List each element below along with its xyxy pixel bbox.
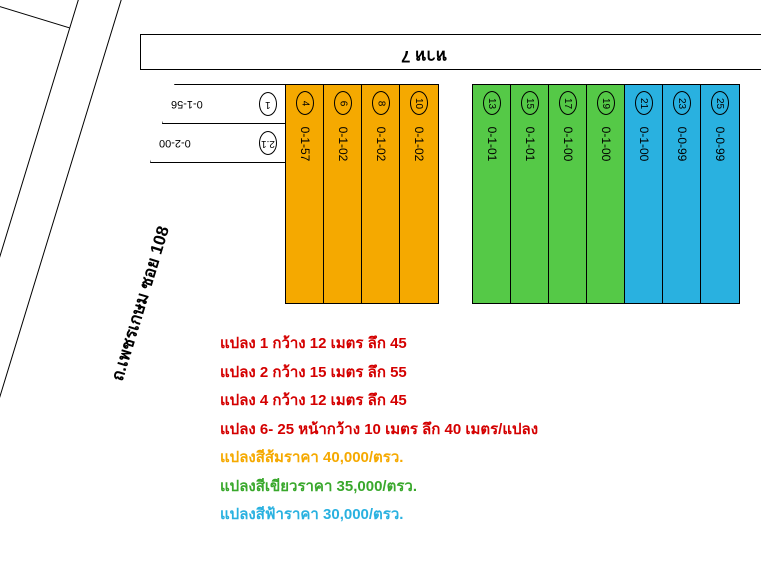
road-diagonal-label: ถ.เพชรเกษม ซอย 108 xyxy=(104,223,177,385)
plot-25: 25 0-0-99 xyxy=(700,84,740,304)
plot-id-circle: 10 xyxy=(410,91,428,115)
plot-number: 0-1-02 xyxy=(412,127,426,162)
plot-number: 0-1-00 xyxy=(561,127,575,162)
legend-row-3: แปลง 4 กว้าง 12 เมตร ลึก 45 xyxy=(220,387,538,416)
plot-id-circle: 19 xyxy=(597,91,615,115)
plot-id-circle: 23 xyxy=(673,91,691,115)
plot-6: 6 0-1-02 xyxy=(323,84,363,304)
plot-id-circle: 6 xyxy=(334,91,352,115)
plot-10: 10 0-1-02 xyxy=(399,84,439,304)
plot-number: 0-1-01 xyxy=(485,127,499,162)
plot-4: 4 0-1-57 xyxy=(285,84,325,304)
legend-row-7: แปลงสีฟ้าราคา 30,000/ตรว. xyxy=(220,501,538,530)
plot-number: 0-0-99 xyxy=(675,127,689,162)
white-plot-1: 0-1-56 1 xyxy=(162,84,286,124)
plot-id-circle: 17 xyxy=(559,91,577,115)
plot-number: 0-1-01 xyxy=(523,127,537,162)
plot-number: 0-1-56 xyxy=(171,98,203,110)
plot-number: 0-1-00 xyxy=(637,127,651,162)
plot-id-circle: 25 xyxy=(711,91,729,115)
plot-8: 8 0-1-02 xyxy=(361,84,401,304)
plot-17: 17 0-1-00 xyxy=(548,84,588,304)
plot-id-circle: 8 xyxy=(372,91,390,115)
plot-number: 0-2-00 xyxy=(159,137,191,149)
legend-row-6: แปลงสีเขียวราคา 35,000/ตรว. xyxy=(220,473,538,502)
plot-number: 0-1-02 xyxy=(336,127,350,162)
legend: แปลง 1 กว้าง 12 เมตร ลึก 45แปลง 2 กว้าง … xyxy=(220,330,538,530)
plot-number: 0-1-57 xyxy=(298,127,312,162)
plot-number: 0-0-99 xyxy=(713,127,727,162)
white-plot-2: 0-2-00 2.1 xyxy=(150,123,286,163)
plot-id-circle: 1 xyxy=(259,92,277,116)
plot-number: 0-1-02 xyxy=(374,127,388,162)
plot-id-circle: 2.1 xyxy=(259,131,277,155)
legend-row-1: แปลง 1 กว้าง 12 เมตร ลึก 45 xyxy=(220,330,538,359)
plot-id-circle: 13 xyxy=(483,91,501,115)
plot-number: 0-1-00 xyxy=(599,127,613,162)
plot-19: 19 0-1-00 xyxy=(586,84,626,304)
legend-row-5: แปลงสีส้มราคา 40,000/ตรว. xyxy=(220,444,538,473)
plot-23: 23 0-0-99 xyxy=(662,84,702,304)
plot-id-circle: 15 xyxy=(521,91,539,115)
legend-row-2: แปลง 2 กว้าง 15 เมตร ลึก 55 xyxy=(220,359,538,388)
plot-id-circle: 4 xyxy=(296,91,314,115)
road-top-label: หาห 7 xyxy=(401,43,447,70)
legend-row-4: แปลง 6- 25 หน้ากว้าง 10 เมตร ลึก 40 เมตร… xyxy=(220,416,538,445)
plot-id-circle: 21 xyxy=(635,91,653,115)
land-plot-diagram: { "canvas": {"width": 768, "height": 576… xyxy=(0,0,768,576)
road-top: หาห 7 xyxy=(140,34,761,70)
plot-21: 21 0-1-00 xyxy=(624,84,664,304)
plot-13: 13 0-1-01 xyxy=(472,84,512,304)
plot-15: 15 0-1-01 xyxy=(510,84,550,304)
